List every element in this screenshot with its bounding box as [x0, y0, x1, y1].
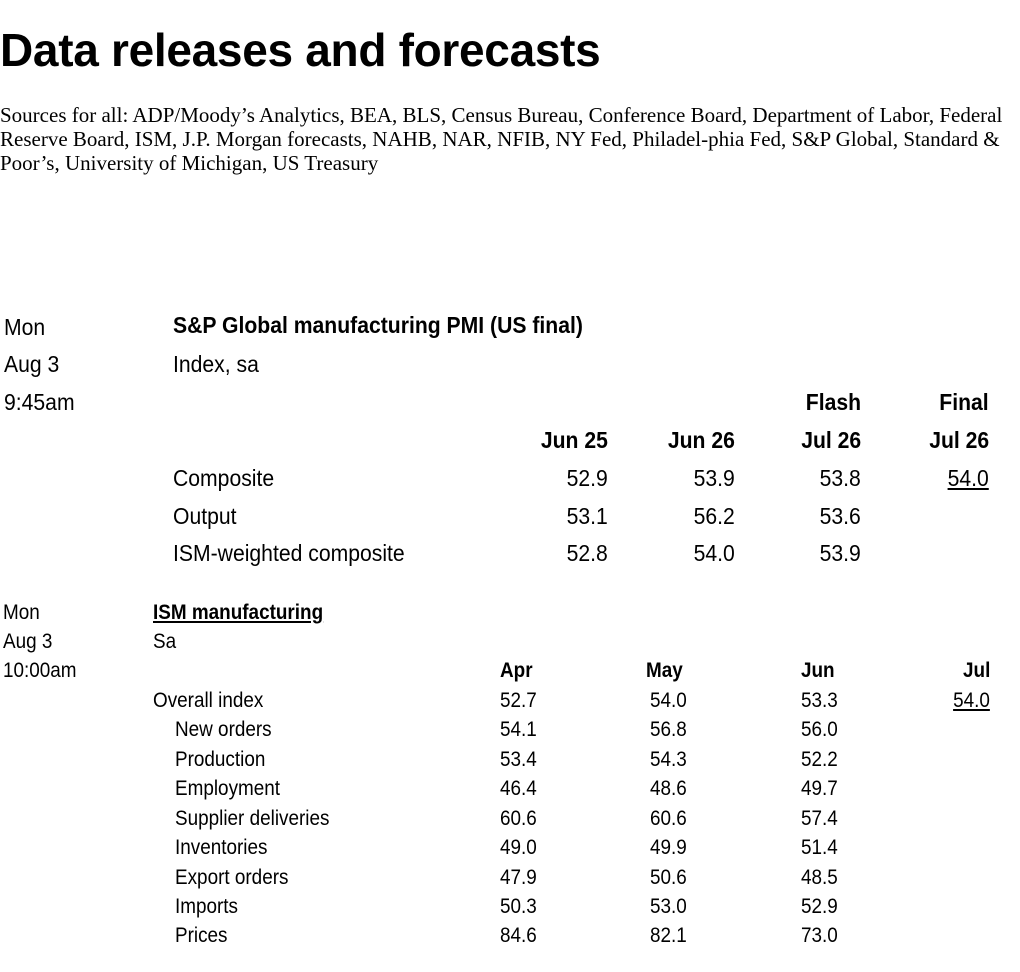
row-label: Composite	[173, 465, 275, 491]
table-cell: 52.9	[801, 895, 838, 918]
col-header-qualifier: Flash	[805, 389, 861, 415]
table-cell: 50.6	[650, 866, 687, 889]
table-cell: 53.0	[650, 895, 687, 918]
col-header: Jul 26	[928, 427, 989, 453]
table-cell: 49.0	[500, 836, 537, 859]
release-title: ISM manufacturing	[153, 601, 324, 624]
col-header: Jun 26	[667, 427, 735, 453]
row-label: Output	[173, 503, 237, 529]
table-cell: 53.8	[819, 465, 861, 491]
col-header: May	[646, 659, 683, 682]
table-cell: 53.6	[819, 503, 861, 529]
row-label: Imports	[175, 895, 239, 918]
row-label: New orders	[175, 718, 272, 741]
table-cell: 54.0	[650, 689, 687, 712]
table-cell: 49.9	[650, 836, 687, 859]
release-day: Mon	[4, 314, 46, 340]
forecast-cell: 54.0	[947, 465, 989, 491]
table-cell: 52.9	[566, 465, 608, 491]
page-title: Data releases and forecasts	[0, 24, 601, 76]
row-label: Employment	[175, 777, 281, 800]
table-cell: 53.3	[801, 689, 838, 712]
table-cell: 52.2	[801, 748, 838, 771]
forecast-cell: 54.0	[953, 689, 990, 712]
col-header: Jul	[962, 659, 990, 682]
col-header: Jul 26	[800, 427, 861, 453]
table-cell: 48.5	[801, 866, 838, 889]
table-cell: 54.0	[693, 540, 735, 566]
col-header: Jun 25	[540, 427, 608, 453]
table-cell: 53.4	[500, 748, 537, 771]
table-cell: 51.4	[801, 836, 838, 859]
table-cell: 54.1	[500, 718, 537, 741]
release-title: S&P Global manufacturing PMI (US final)	[173, 312, 583, 338]
table-cell: 60.6	[500, 807, 537, 830]
row-label: Export orders	[175, 866, 289, 889]
table-cell: 57.4	[801, 807, 838, 830]
row-label: Inventories	[175, 836, 268, 859]
table-cell: 73.0	[801, 924, 838, 947]
col-header: Apr	[500, 659, 533, 682]
table-cell: 52.8	[566, 540, 608, 566]
table-cell: 56.8	[650, 718, 687, 741]
table-cell: 82.1	[650, 924, 687, 947]
table-cell: 56.2	[693, 503, 735, 529]
table-cell: 53.9	[693, 465, 735, 491]
sources-note: Sources for all: ADP/Moody’s Analytics, …	[0, 103, 1003, 175]
col-header-qualifier: Final	[939, 389, 989, 415]
col-header: Jun	[801, 659, 835, 682]
release-units: Index, sa	[173, 351, 259, 377]
release-date: Aug 3	[3, 630, 53, 653]
table-cell: 47.9	[500, 866, 537, 889]
row-label: Overall index	[153, 689, 264, 712]
table-cell: 48.6	[650, 777, 687, 800]
row-label: Supplier deliveries	[175, 807, 330, 830]
release-time: 10:00am	[3, 659, 77, 682]
table-cell: 46.4	[500, 777, 537, 800]
table-cell: 53.1	[566, 503, 608, 529]
table-cell: 53.9	[819, 540, 861, 566]
row-label: Prices	[175, 924, 228, 947]
release-time: 9:45am	[4, 389, 75, 415]
row-label: ISM-weighted composite	[173, 540, 405, 566]
table-cell: 50.3	[500, 895, 537, 918]
release-day: Mon	[3, 601, 40, 624]
table-cell: 60.6	[650, 807, 687, 830]
release-units: Sa	[153, 630, 177, 653]
table-cell: 84.6	[500, 924, 537, 947]
release-date: Aug 3	[4, 351, 60, 377]
table-cell: 56.0	[801, 718, 838, 741]
row-label: Production	[175, 748, 266, 771]
table-cell: 54.3	[650, 748, 687, 771]
table-cell: 52.7	[500, 689, 537, 712]
table-cell: 49.7	[801, 777, 838, 800]
